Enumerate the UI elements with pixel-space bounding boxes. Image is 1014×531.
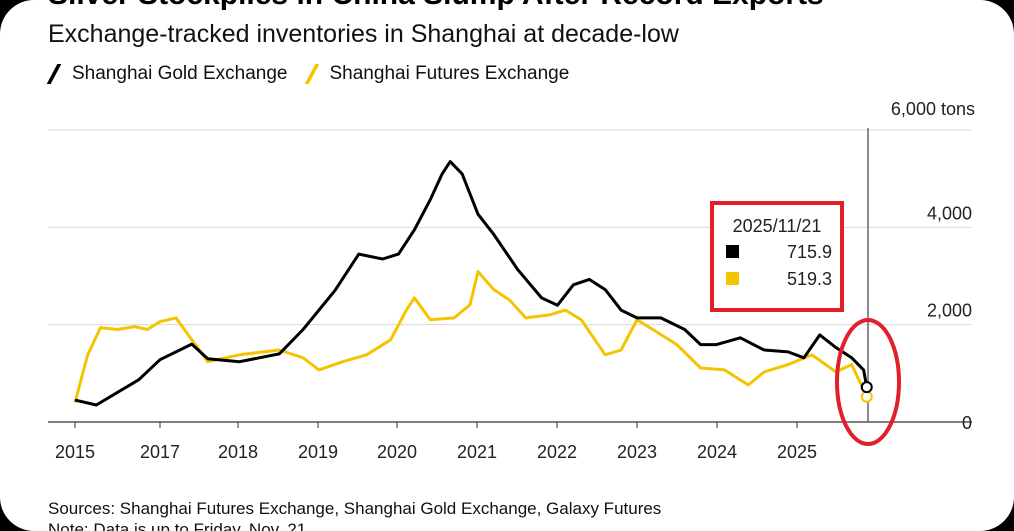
highlight-ellipse: [835, 318, 901, 446]
note-text: Note: Data is up to Friday, Nov. 21: [48, 520, 307, 531]
callout-swatch: [726, 245, 739, 258]
sources-text: Sources: Shanghai Futures Exchange, Shan…: [48, 499, 662, 518]
chart-subtitle: Exchange-tracked inventories in Shanghai…: [48, 20, 679, 48]
x-tick-label: 2015: [55, 442, 95, 462]
legend: Shanghai Gold Exchange Shanghai Futures …: [46, 63, 570, 85]
series-endpoint-sge: [860, 381, 873, 394]
y-unit-label: 6,000 tons: [891, 99, 975, 119]
x-tick-label: 2022: [537, 442, 577, 462]
callout-value: 519.3: [787, 269, 832, 289]
legend-label-sge: Shanghai Gold Exchange: [72, 63, 288, 84]
callout-value: 715.9: [787, 242, 832, 262]
x-tick-label: 2020: [377, 442, 417, 462]
y-tick-label: 2,000: [927, 301, 972, 321]
x-tick-label: 2023: [617, 442, 657, 462]
x-tick-label: 2021: [457, 442, 497, 462]
x-tick-label: 2018: [218, 442, 258, 462]
callout-swatch: [726, 272, 739, 285]
chart-title: Silver Stockpiles in China Slump After R…: [48, 0, 824, 12]
series-line-shfe: [73, 270, 869, 403]
x-tick-label: 2017: [140, 442, 180, 462]
series-endpoint-shfe: [860, 390, 873, 403]
x-tick-label: 2025: [777, 442, 817, 462]
x-tick-label: 2019: [298, 442, 338, 462]
callout-date: 2025/11/21: [733, 216, 822, 236]
x-tick-label: 2024: [697, 442, 737, 462]
y-tick-label: 4,000: [927, 203, 972, 223]
legend-label-shfe: Shanghai Futures Exchange: [329, 63, 570, 84]
y-tick-label: 0: [962, 413, 972, 433]
series-line-sge: [74, 160, 869, 407]
